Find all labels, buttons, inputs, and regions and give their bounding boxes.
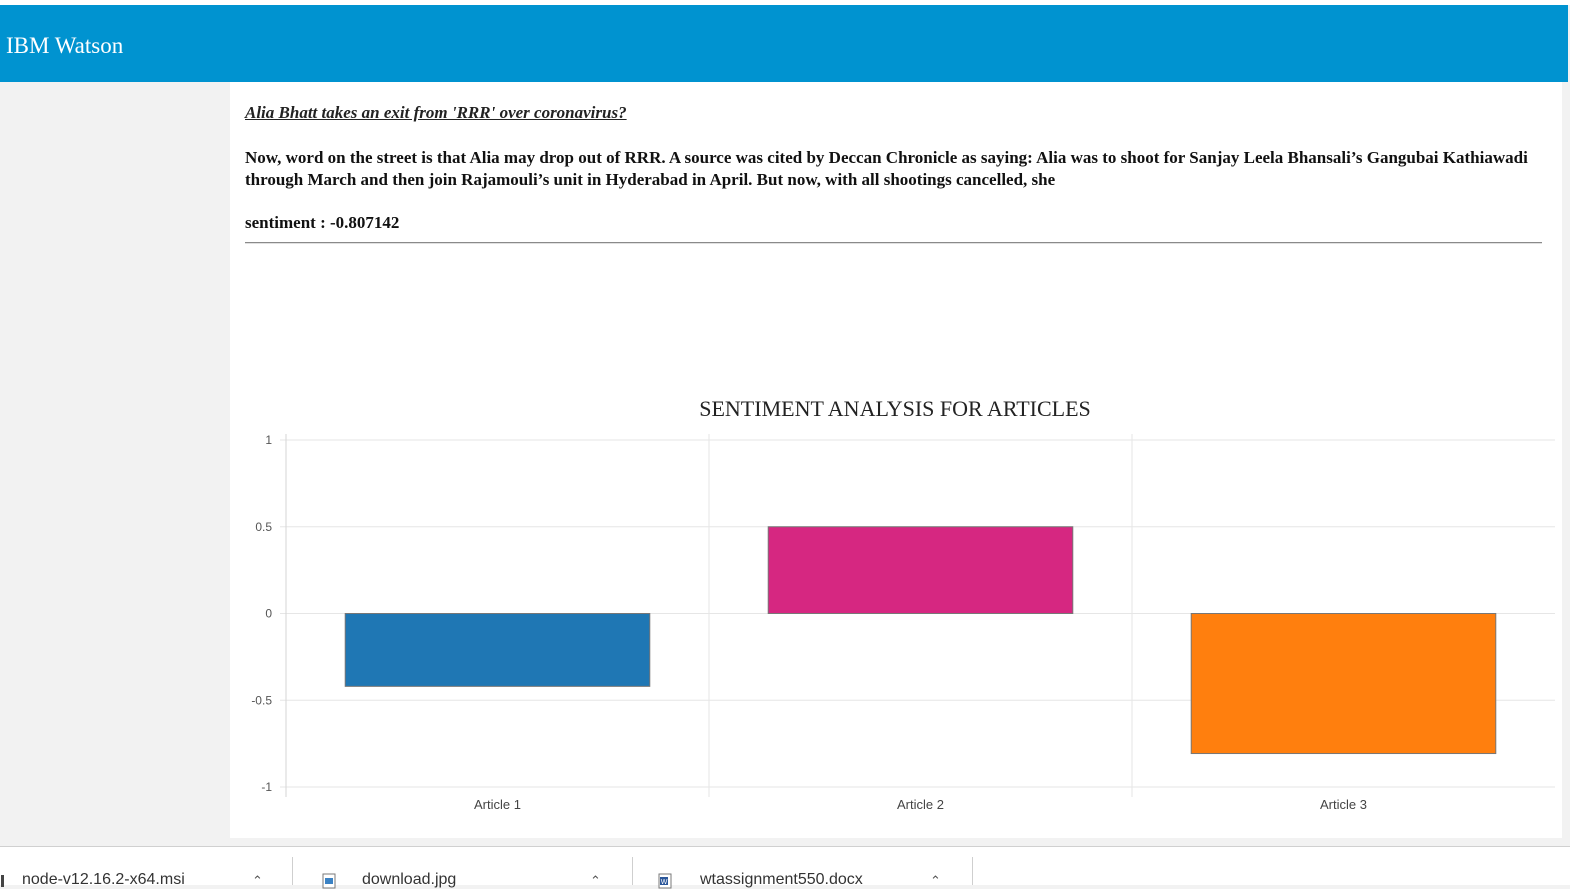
download-filename: wtassignment550.docx — [700, 871, 863, 888]
x-tick-label: Article 2 — [897, 797, 944, 812]
article-body: Now, word on the street is that Alia may… — [245, 148, 1528, 189]
download-item[interactable]: download.jpg ⌃ — [300, 847, 632, 889]
app-header: IBM Watson — [0, 5, 1568, 82]
app-title: IBM Watson — [6, 33, 124, 58]
bar — [344, 613, 651, 687]
divider — [245, 242, 1542, 244]
divider — [972, 857, 973, 885]
y-tick-label: 0 — [265, 607, 272, 621]
article-title-link[interactable]: Alia Bhatt takes an exit from 'RRR' over… — [245, 103, 627, 122]
x-tick-label: Article 1 — [474, 797, 521, 812]
chevron-up-icon[interactable]: ⌃ — [590, 873, 601, 888]
chevron-up-icon[interactable]: ⌃ — [252, 873, 263, 888]
chart-title: SENTIMENT ANALYSIS FOR ARTICLES — [699, 396, 1091, 421]
right-gutter — [1562, 82, 1570, 846]
word-document-icon: W — [658, 873, 672, 889]
download-item[interactable]: W wtassignment550.docx ⌃ — [640, 847, 972, 889]
sentiment-chart: SENTIMENT ANALYSIS FOR ARTICLES 1 0.5 0 -0.… — [251, 396, 1555, 812]
svg-text:W: W — [661, 879, 668, 886]
main-content: Alia Bhatt takes an exit from 'RRR' over… — [230, 82, 1562, 838]
y-tick-label: -0.5 — [251, 693, 272, 707]
divider — [292, 857, 293, 885]
bar — [1190, 613, 1497, 755]
x-tick-label: Article 3 — [1320, 797, 1367, 812]
y-tick-label: 1 — [265, 433, 272, 447]
image-file-icon — [322, 873, 336, 889]
y-tick-label: -1 — [261, 780, 272, 794]
y-tick-label: 0.5 — [255, 520, 272, 534]
sentiment-score: sentiment : -0.807142 — [245, 213, 400, 232]
download-filename: node-v12.16.2-x64.msi — [22, 871, 185, 888]
download-item[interactable]: node-v12.16.2-x64.msi ⌃ — [0, 847, 292, 888]
downloads-bar: node-v12.16.2-x64.msi ⌃ download.jpg ⌃ W… — [0, 846, 1570, 889]
window-top-strip — [0, 0, 1570, 5]
divider — [632, 857, 633, 885]
chevron-up-icon[interactable]: ⌃ — [930, 873, 941, 888]
bar — [767, 526, 1074, 614]
chart-x-axis: Article 1 Article 2 Article 3 — [474, 797, 1367, 812]
left-sidebar — [0, 82, 230, 846]
chart-y-axis: 1 0.5 0 -0.5 -1 — [251, 433, 272, 794]
download-filename: download.jpg — [362, 871, 457, 888]
chart-bars — [344, 526, 1497, 755]
msi-installer-icon — [1, 875, 4, 887]
